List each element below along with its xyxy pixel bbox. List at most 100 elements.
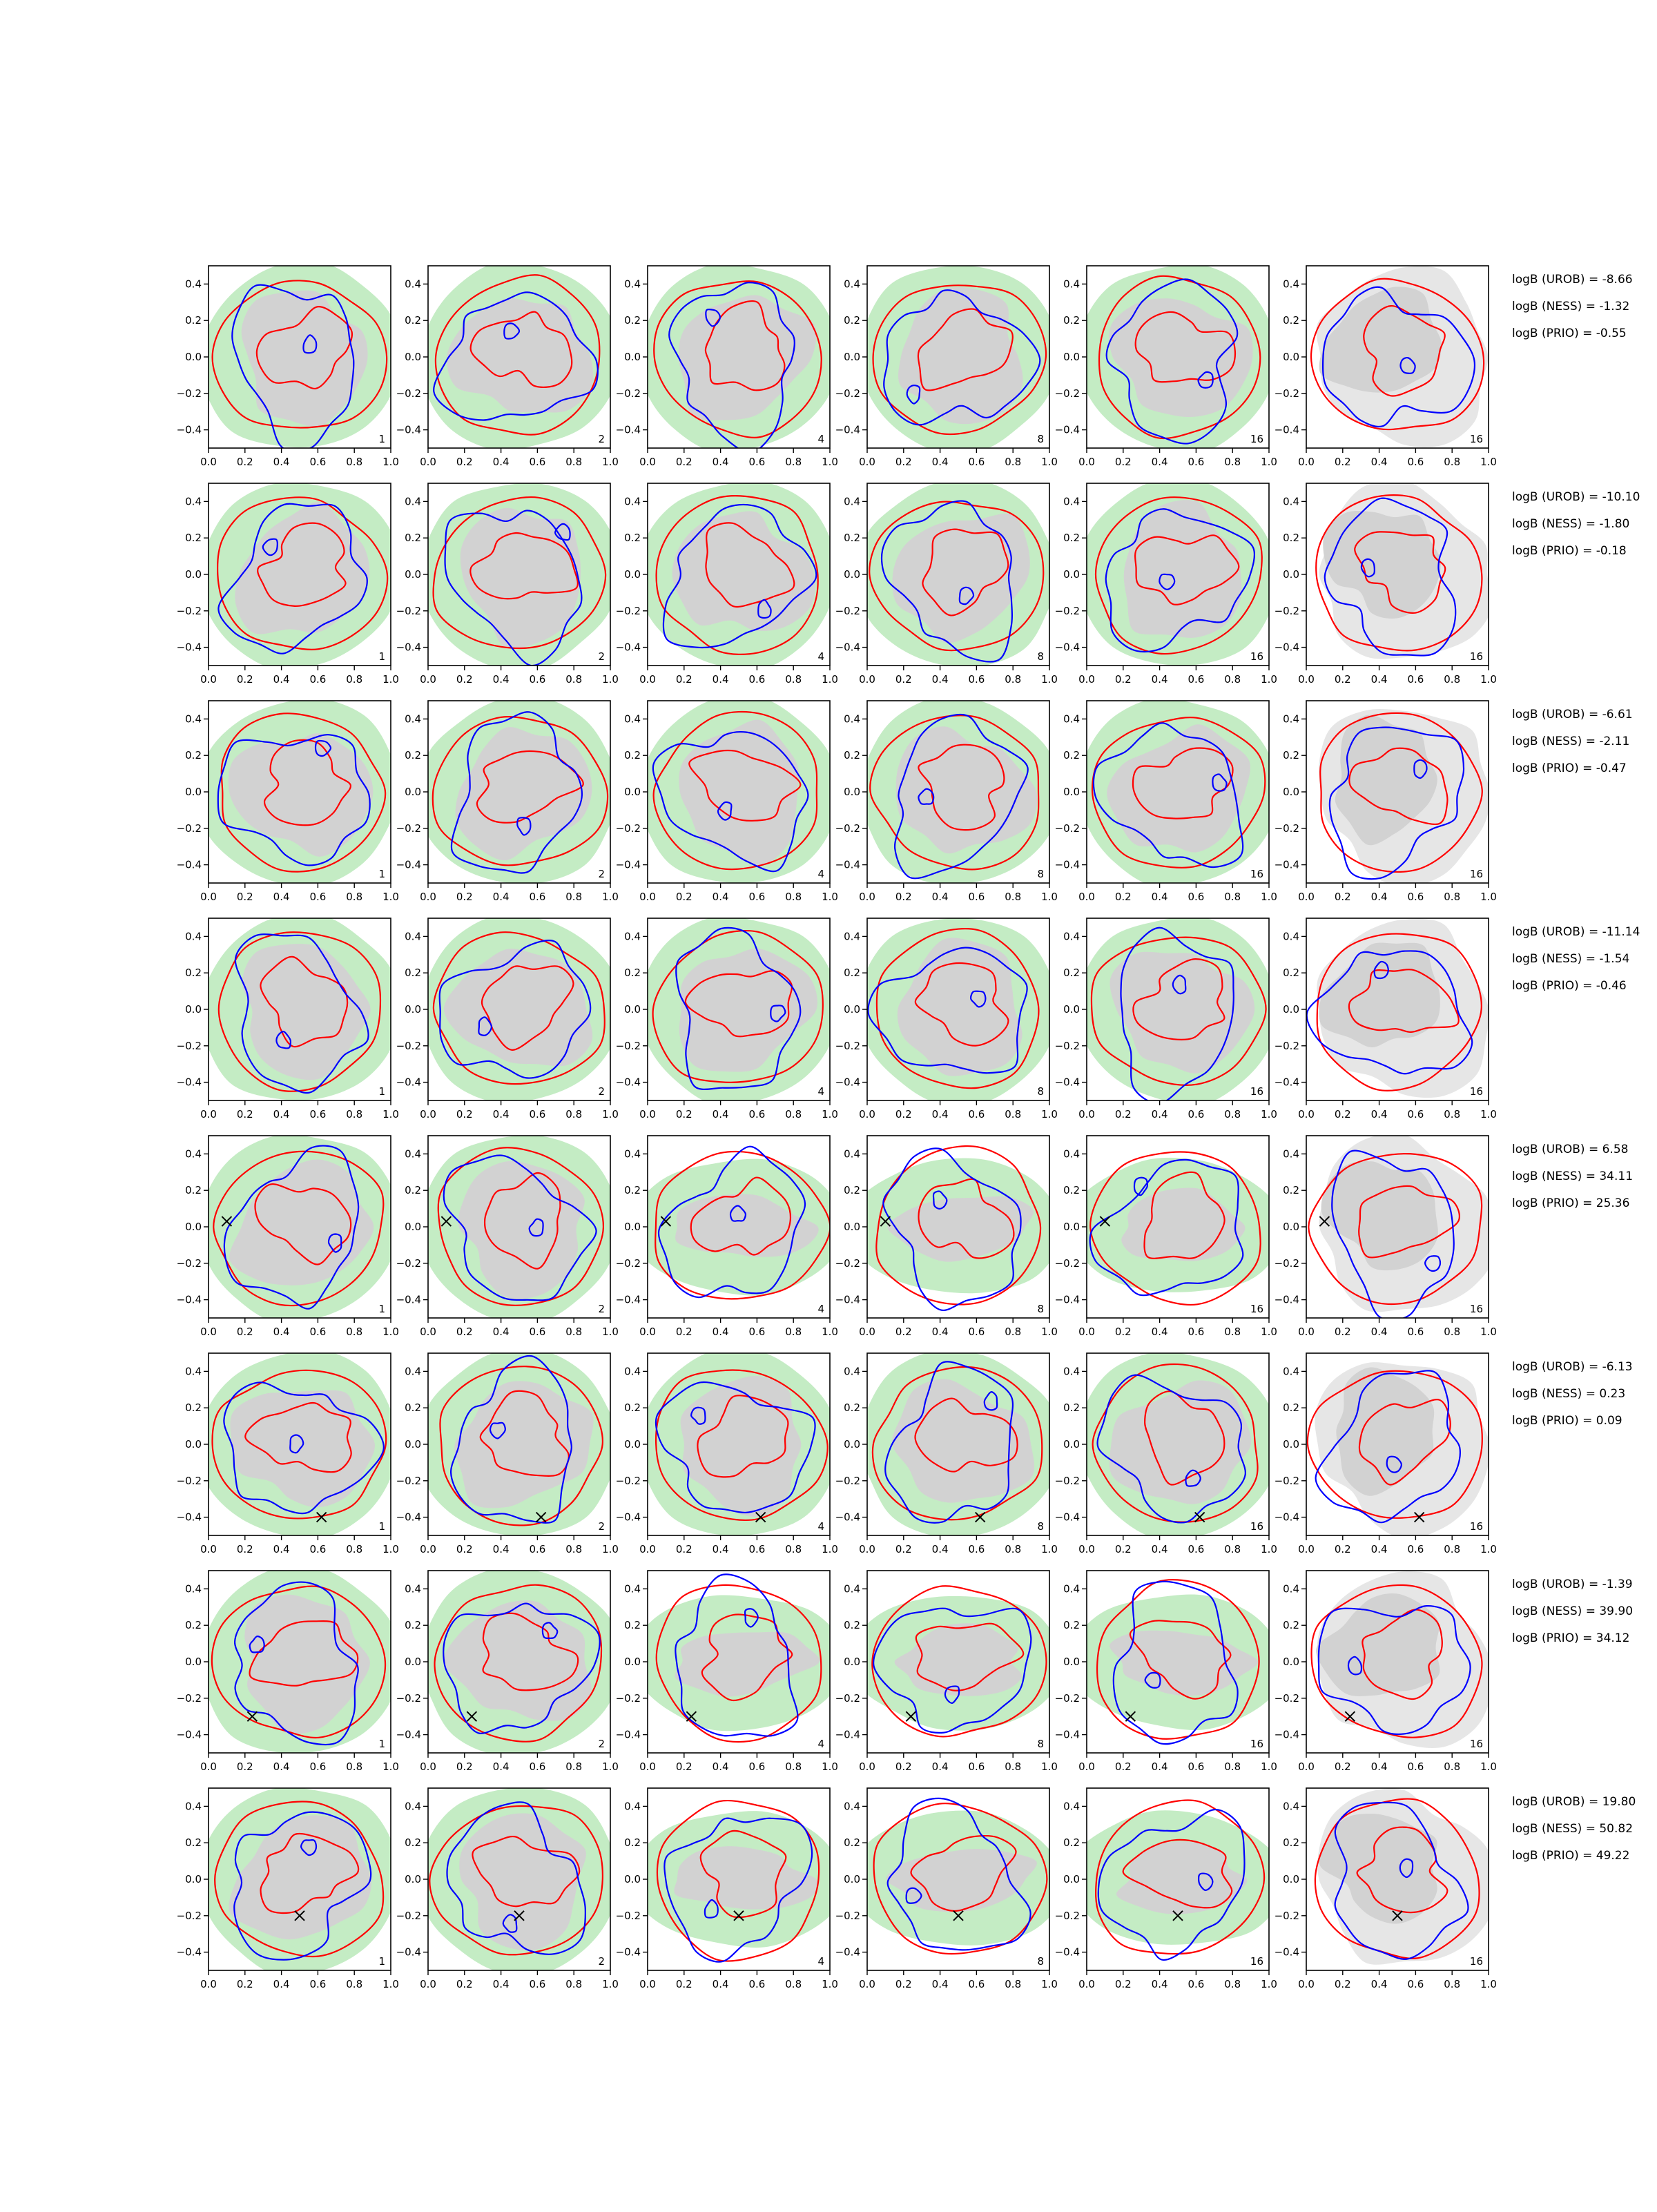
y-tick-label: 0.0 [185,1438,202,1451]
red-contour [1315,494,1483,652]
x-tick-label: 0.0 [420,1760,436,1773]
red-contour [260,955,349,1048]
blue-contour [444,510,583,666]
x-tick-label: 0.0 [420,1978,436,1990]
y-tick-label: −0.4 [1055,1946,1080,1959]
y-tick-label: −0.4 [396,1511,421,1524]
x-tick-label: 0.4 [493,1760,510,1773]
red-contour [1356,1826,1448,1914]
x-tick-label: 0.8 [346,1760,362,1773]
x-tick-label: 0.8 [1005,673,1021,686]
y-tick-label: 0.2 [405,314,421,327]
x-tick-label: 0.4 [493,1326,510,1338]
y-tick-label: 0.4 [1063,1147,1080,1160]
x-tick-label: 0.0 [200,891,217,903]
y-tick-label: 0.0 [185,1221,202,1233]
x-tick-label: 0.4 [713,1760,729,1773]
panel-column-label: 16 [1250,1085,1263,1098]
x-tick-label: 1.0 [602,673,619,686]
x-tick-label: 0.8 [785,891,802,903]
x-tick-label: 0.8 [1005,1326,1021,1338]
x-tick-label: 0.0 [639,1326,656,1338]
red-contour [1316,933,1482,1092]
y-tick-label: 0.2 [1063,314,1080,327]
y-tick-label: 0.4 [405,495,421,507]
y-tick-label: 0.0 [185,1003,202,1016]
x-tick-label: 0.2 [456,1760,473,1773]
y-tick-label: 0.2 [185,1619,202,1631]
y-tick-label: 0.2 [624,967,641,979]
x-tick-label: 0.2 [1335,1326,1351,1338]
y-tick-label: −0.2 [616,387,641,400]
blue-contour [690,1406,706,1425]
grey-region [241,290,368,427]
x-tick-label: 0.0 [1298,673,1315,686]
x-tick-label: 0.4 [1152,1760,1168,1773]
y-tick-label: −0.2 [1275,605,1299,617]
x-tick-label: 0.6 [1188,673,1204,686]
panel-column-label: 16 [1470,1955,1483,1968]
logb-value: logB (NESS) = 50.82 [1512,1822,1634,1836]
x-tick-label: 0.4 [1152,891,1168,903]
y-tick-label: −0.2 [396,1257,421,1270]
y-tick-label: 0.4 [844,1800,860,1812]
grey-region [1109,951,1255,1074]
x-tick-label: 0.0 [859,1978,875,1990]
panel-column-label: 8 [1037,1955,1044,1968]
y-tick-label: 0.2 [1283,1836,1299,1849]
x-tick-label: 0.6 [529,1326,545,1338]
panel-r2-c1: 0.0 0.2 0.4 0.6 0.8 1.0 0.4 0.2 0.0 −0.2 −0.4 1 [177,483,399,686]
y-tick-label: −0.2 [835,387,860,400]
x-tick-label: 0.6 [748,673,765,686]
y-tick-label: −0.4 [835,1729,860,1741]
x-tick-label: 0.8 [1005,1108,1021,1120]
blue-contour [1144,1671,1161,1689]
y-tick-label: 0.2 [185,967,202,979]
y-tick-label: 0.2 [185,1401,202,1414]
x-tick-label: 1.0 [1261,1108,1277,1120]
x-tick-label: 0.6 [1407,1543,1424,1555]
x-marker [880,1216,891,1227]
panel-column-label: 4 [817,1085,824,1098]
red-contour [1091,717,1266,869]
y-tick-label: −0.2 [396,1692,421,1705]
x-tick-label: 1.0 [1261,456,1277,468]
x-tick-label: 1.0 [1261,673,1277,686]
y-tick-label: −0.2 [177,1692,202,1705]
red-contour [918,1178,1015,1259]
x-tick-label: 0.6 [529,1760,545,1773]
grey-region [230,1390,375,1508]
x-marker [953,1910,964,1921]
x-tick-label: 1.0 [602,891,619,903]
x-tick-label: 0.6 [1188,1543,1204,1555]
blue-contour [1321,286,1475,428]
panel-column-label: 4 [817,433,824,445]
x-tick-label: 0.4 [713,1543,729,1555]
x-tick-label: 0.2 [895,1326,912,1338]
x-tick-label: 0.6 [968,1326,985,1338]
y-tick-label: −0.2 [177,1040,202,1052]
x-tick-label: 0.0 [639,1543,656,1555]
y-tick-label: 0.0 [185,786,202,798]
x-tick-label: 0.8 [1444,1543,1460,1555]
x-tick-label: 1.0 [382,1978,399,1990]
x-tick-label: 0.2 [1115,456,1132,468]
x-tick-label: 0.6 [1407,456,1424,468]
x-tick-label: 0.0 [859,1543,875,1555]
grey-region [1316,1593,1440,1696]
x-tick-label: 0.2 [1335,1543,1351,1555]
x-tick-label: 1.0 [1480,673,1497,686]
panel-r2-c4: 0.0 0.2 0.4 0.6 0.8 1.0 0.4 0.2 0.0 −0.2 −0.4 8 [835,483,1058,686]
x-tick-label: 0.4 [932,1326,949,1338]
red-contour [257,522,347,608]
red-contour [1348,747,1448,826]
y-tick-label: 0.0 [624,568,641,581]
blue-contour [867,947,1028,1074]
x-tick-label: 0.8 [1005,1978,1021,1990]
x-tick-label: 0.4 [1371,1978,1388,1990]
y-tick-label: −0.2 [396,822,421,835]
x-tick-label: 0.6 [968,673,985,686]
y-tick-label: −0.4 [396,1294,421,1306]
blue-contour [300,1839,318,1856]
x-marker [1319,1216,1330,1227]
